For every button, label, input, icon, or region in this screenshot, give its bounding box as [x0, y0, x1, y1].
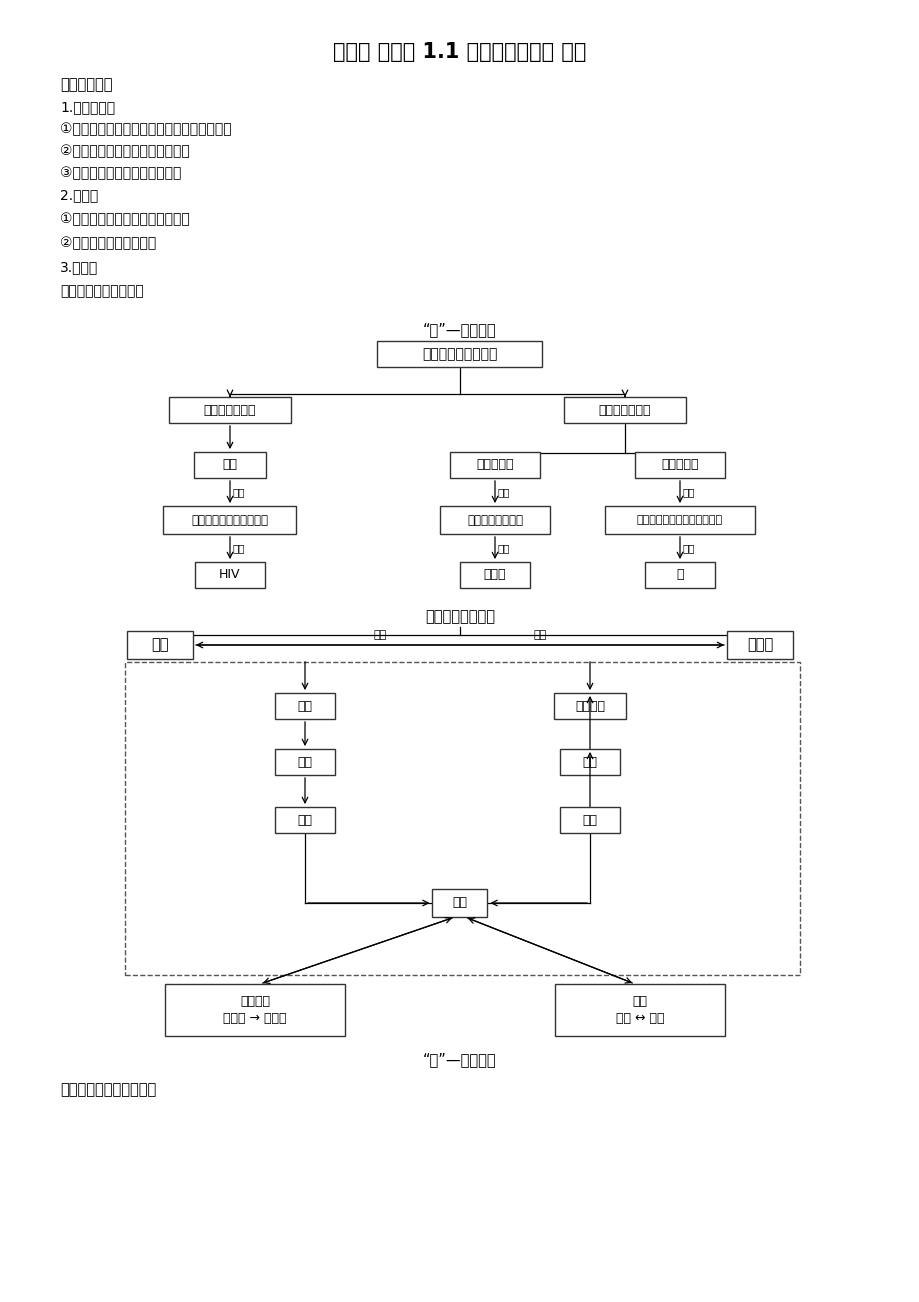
Text: 细胞: 细胞 [151, 638, 168, 652]
Text: 群落: 群落 [582, 755, 596, 768]
Text: 草履虫: 草履虫 [483, 569, 505, 582]
Bar [449, 452, 539, 478]
Text: HIV: HIV [219, 569, 241, 582]
Text: 宏观: 宏观 [533, 630, 546, 641]
Text: 器官: 器官 [297, 755, 312, 768]
Text: 微观: 微观 [373, 630, 386, 641]
Bar [169, 397, 290, 423]
Bar [726, 631, 792, 659]
Text: 多细胞生物: 多细胞生物 [661, 458, 698, 471]
Text: 生物进化
单细胞 → 多细胞: 生物进化 单细胞 → 多细胞 [223, 995, 287, 1025]
Bar [377, 341, 542, 367]
Text: 生物圈: 生物圈 [746, 638, 772, 652]
Bar [125, 661, 800, 975]
Text: 举例: 举例 [497, 543, 510, 553]
Bar [432, 889, 487, 917]
Text: 举例: 举例 [233, 543, 245, 553]
Text: 3.难点：: 3.难点： [60, 260, 98, 273]
Bar [634, 452, 724, 478]
Text: ①生命活动建立在细胞的基础上。: ①生命活动建立在细胞的基础上。 [60, 212, 189, 227]
Text: 【高效导航】: 【高效导航】 [60, 78, 112, 92]
Bar [275, 693, 335, 719]
Text: 具细胞结构生物: 具细胞结构生物 [598, 404, 651, 417]
Text: ②举例说明生命系统的结构层次。: ②举例说明生命系统的结构层次。 [60, 145, 189, 158]
Bar [563, 397, 686, 423]
Text: 特点: 特点 [682, 487, 695, 497]
Text: 单独完成生命活动: 单独完成生命活动 [467, 513, 522, 526]
Text: ①举例说出生命活动建立在细胞的基础之上。: ①举例说出生命活动建立在细胞的基础之上。 [60, 122, 232, 135]
Bar [275, 749, 335, 775]
Text: 个体: 个体 [452, 897, 467, 910]
Bar [560, 807, 619, 833]
Bar [553, 693, 625, 719]
Bar [439, 506, 550, 534]
Text: 人教版 必修一 1.1 从生物圈到细胞 学案: 人教版 必修一 1.1 从生物圈到细胞 学案 [333, 42, 586, 62]
Bar [644, 562, 714, 589]
Text: 系统: 系统 [297, 814, 312, 827]
Bar [164, 506, 296, 534]
Text: 组织: 组织 [297, 699, 312, 712]
Text: 生态系统: 生态系统 [574, 699, 605, 712]
Bar [127, 631, 193, 659]
Text: 生命系统的层次性: 生命系统的层次性 [425, 609, 494, 625]
Text: “看”—知识经纬: “看”—知识经纬 [423, 323, 496, 337]
Bar [460, 562, 529, 589]
Text: 2.重点：: 2.重点： [60, 187, 98, 202]
Text: 1.学习目标：: 1.学习目标： [60, 100, 115, 115]
Text: 只有依赖活细胞才能生活: 只有依赖活细胞才能生活 [191, 513, 268, 526]
Text: “导”—自主预习: “导”—自主预习 [423, 1052, 496, 1068]
Text: 特点: 特点 [497, 487, 510, 497]
Text: 依赖各种分化细胞的密切合作: 依赖各种分化细胞的密切合作 [636, 516, 722, 525]
Bar [560, 749, 619, 775]
Bar [194, 452, 266, 478]
Text: 一、生命活动离不开细胞: 一、生命活动离不开细胞 [60, 1082, 156, 1098]
Text: 特点: 特点 [233, 487, 245, 497]
Text: 人: 人 [675, 569, 683, 582]
Text: 举例: 举例 [682, 543, 695, 553]
Text: 非细胞结构生物: 非细胞结构生物 [203, 404, 256, 417]
Text: 生命活动离不开细胞: 生命活动离不开细胞 [422, 348, 497, 361]
Text: 生命系统的结构层次。: 生命系统的结构层次。 [60, 284, 143, 298]
Bar [165, 984, 345, 1036]
Text: ②生命系统的结构层次。: ②生命系统的结构层次。 [60, 236, 156, 250]
Bar [195, 562, 265, 589]
Text: ③认同细胞是基本的生命系统。: ③认同细胞是基本的生命系统。 [60, 165, 181, 180]
Bar [605, 506, 754, 534]
Bar [554, 984, 724, 1036]
Text: 种群: 种群 [582, 814, 596, 827]
Text: 病毒: 病毒 [222, 458, 237, 471]
Bar [275, 807, 335, 833]
Text: 关系
生物 ↔ 环境: 关系 生物 ↔ 环境 [615, 995, 664, 1025]
Text: 单细胞生物: 单细胞生物 [476, 458, 513, 471]
